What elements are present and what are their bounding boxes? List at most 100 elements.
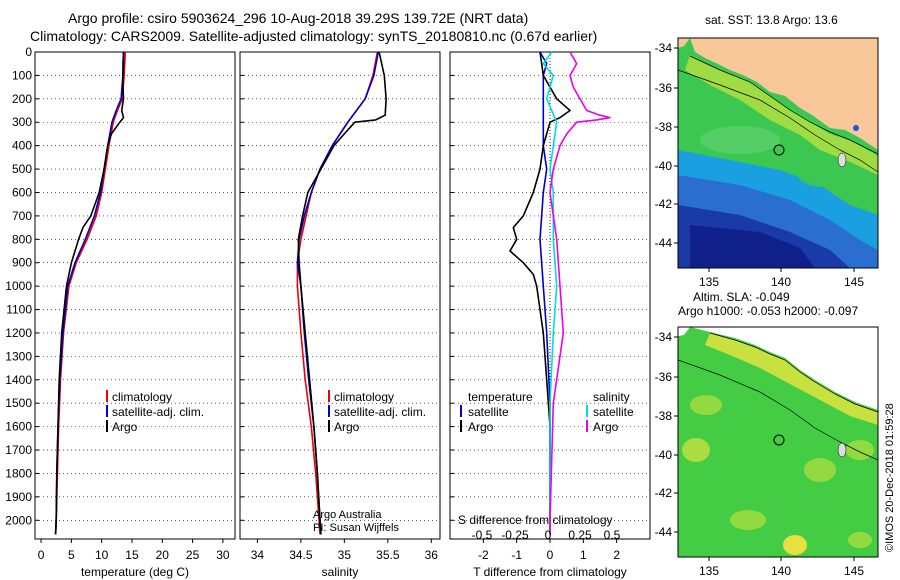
y-tick-label: 1200	[5, 326, 32, 340]
y-tick-label: 2000	[5, 513, 32, 527]
lon-tick-label: 145	[844, 564, 864, 578]
x-tick-label: 15	[125, 548, 139, 562]
lat-tick-label: -44	[655, 236, 673, 250]
x-axis-label: temperature (deg C)	[81, 565, 189, 579]
y-tick-label: 700	[12, 209, 32, 223]
map-top-ticks: -34 -36 -38 -40 -42 -44 135 140 145	[655, 41, 865, 289]
s-diff-axis-title: S difference from climatology	[458, 513, 613, 527]
map-top	[678, 38, 878, 268]
s-diff-tick-label: 0.25	[568, 528, 592, 542]
x-tick-label: 5	[68, 548, 75, 562]
series-line-temperature-argo	[509, 51, 571, 535]
legend-diff-salinity: salinity	[593, 390, 630, 404]
y-tick-label: 600	[12, 185, 32, 199]
x-axis-label: salinity	[322, 565, 359, 579]
lat-tick-label: -42	[655, 486, 673, 500]
credit-line2: PI: Susan Wijffels	[313, 522, 399, 534]
y-tick-label: 200	[12, 92, 32, 106]
lon-tick-label: 140	[771, 564, 791, 578]
credit-line1: Argo Australia	[313, 509, 382, 521]
y-tick-label: 1300	[5, 349, 32, 363]
lat-tick-label: -34	[655, 41, 673, 55]
x-tick-label: 30	[216, 548, 230, 562]
y-tick-label: 1800	[5, 466, 32, 480]
series-line-argo	[54, 52, 125, 535]
x-tick-label: 34	[251, 548, 265, 562]
x-tick-label: 1	[580, 548, 587, 562]
lon-tick-label: 135	[699, 564, 719, 578]
map-top-land	[690, 38, 878, 150]
x-tick-label: 0	[38, 548, 45, 562]
y-tick-labels: 0 100 200 300 400 500 600 700 800 900 1000 1100 1200…	[5, 45, 32, 527]
legend-argo-label: Argo	[112, 420, 138, 434]
y-tick-label: 100	[12, 68, 32, 82]
x-axis-label: T difference from climatology	[473, 565, 627, 579]
imos-watermark: ©IMOS 20-Dec-2018 01:59:28	[884, 403, 896, 552]
x-tick-label: 10	[95, 548, 109, 562]
s-diff-tick-label: -0.5	[472, 528, 493, 542]
legend-temperature: climatology satellite-adj. clim. Argo	[106, 390, 204, 434]
legend-salinity: climatology satellite-adj. clim. Argo	[328, 390, 426, 434]
x-tick-label: -2	[478, 548, 489, 562]
x-tick-label: 25	[186, 548, 200, 562]
x-tick-label: 35	[338, 548, 352, 562]
legend-sal-climatology-label: climatology	[334, 390, 394, 404]
legend-diff-temperature: temperature	[468, 390, 533, 404]
header-line1: Argo profile: csiro 5903624_296 10-Aug-2…	[68, 10, 528, 26]
profile-panel-1: 0 5 10 15 20 25 30 temperature (deg C)	[34, 51, 236, 579]
legend-sal-satellite-label: satellite-adj. clim.	[334, 405, 426, 419]
series-line-salinity-argo	[549, 51, 611, 535]
map-bottom-title2: Argo h1000: -0.053 h2000: -0.097	[678, 304, 858, 318]
y-tick-label: 400	[12, 139, 32, 153]
header-line2: Climatology: CARS2009. Satellite-adjuste…	[30, 28, 597, 44]
x-tick-label: 20	[156, 548, 170, 562]
x-tick-label: 34.5	[289, 548, 313, 562]
y-tick-label: 900	[12, 256, 32, 270]
lat-tick-label: -36	[655, 370, 673, 384]
series-line-temperature-satellite	[539, 51, 551, 535]
x-tick-label: 35.5	[376, 548, 400, 562]
y-tick-label: 300	[12, 115, 32, 129]
s-diff-tick-label: 0.5	[604, 528, 621, 542]
lat-tick-label: -42	[655, 197, 673, 211]
map-bottom	[678, 327, 878, 557]
lon-tick-label: 140	[771, 275, 791, 289]
s-diff-tick-labels: -0.5 -0.25 0 0.25 0.5	[472, 528, 621, 542]
legend-satellite-label: satellite-adj. clim.	[112, 405, 204, 419]
series-line-argo	[297, 51, 387, 535]
lat-tick-label: -44	[655, 525, 673, 539]
lat-tick-label: -40	[655, 448, 673, 462]
x-tick-label: -1	[511, 548, 522, 562]
lat-tick-label: -40	[655, 159, 673, 173]
y-tick-label: 0	[25, 45, 32, 59]
y-tick-label: 1400	[5, 373, 32, 387]
y-tick-label: 1900	[5, 490, 32, 504]
lat-tick-label: -34	[655, 330, 673, 344]
s-diff-tick-label: 0	[545, 528, 552, 542]
profile-panel-3: -2 -1 0 1 2 T difference from climatology	[449, 51, 651, 579]
x-tick-label: 0	[547, 548, 554, 562]
y-tick-label: 500	[12, 162, 32, 176]
map-bottom-ticks: -34 -36 -38 -40 -42 -44 135 140 145	[655, 330, 865, 578]
lat-tick-label: -36	[655, 81, 673, 95]
lon-tick-label: 135	[699, 275, 719, 289]
y-tick-label: 1100	[6, 303, 32, 317]
lat-tick-label: -38	[655, 120, 673, 134]
legend-diff-s-satellite: satellite	[593, 405, 634, 419]
plot-frame	[239, 51, 441, 540]
y-tick-label: 1600	[5, 420, 32, 434]
profile-panel-2: 34 34.5 35 35.5 36 salinity	[239, 51, 441, 579]
legend-climatology-label: climatology	[112, 390, 172, 404]
y-tick-label: 1700	[5, 443, 32, 457]
legend-difference: temperature salinity satellite Argo sate…	[460, 390, 634, 434]
y-tick-label: 1500	[5, 396, 32, 410]
legend-sal-argo-label: Argo	[334, 420, 360, 434]
s-diff-tick-label: -0.25	[501, 528, 529, 542]
y-tick-label: 1000	[5, 279, 32, 293]
x-tick-label: 36	[425, 548, 439, 562]
legend-diff-s-argo: Argo	[593, 420, 619, 434]
lon-tick-label: 145	[844, 275, 864, 289]
lat-tick-label: -38	[655, 409, 673, 423]
